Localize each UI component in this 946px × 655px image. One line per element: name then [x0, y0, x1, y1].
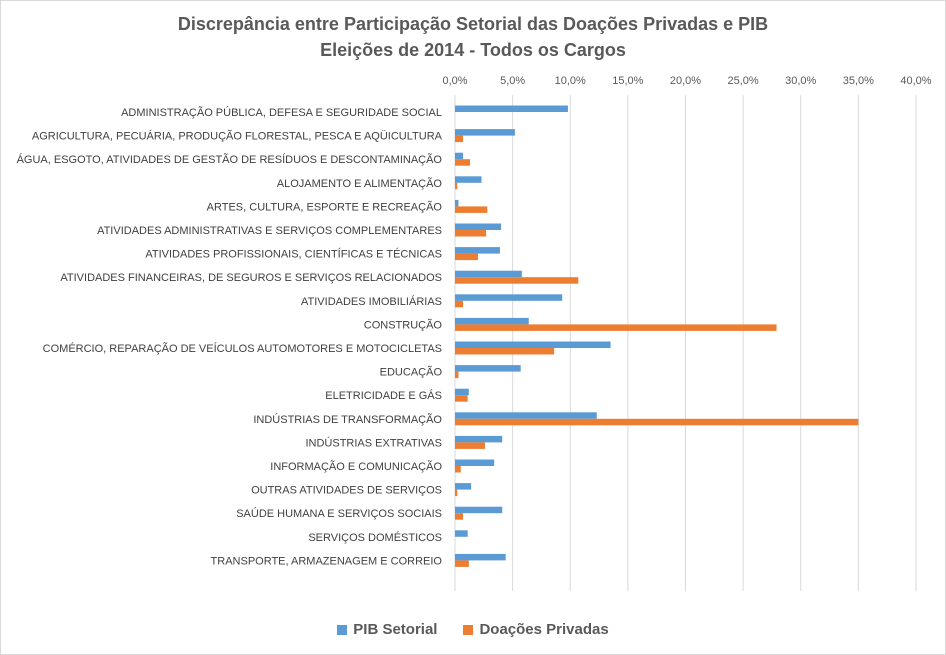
bar-pib [455, 270, 522, 278]
category-label: ALOJAMENTO E ALIMENTAÇÃO [277, 177, 443, 190]
bar-doacoes [455, 418, 859, 426]
bar-doacoes [455, 300, 464, 308]
x-tick-label: 5,0% [500, 75, 525, 87]
bar-pib [455, 365, 521, 372]
category-label: ATIVIDADES FINANCEIRAS, DE SEGUROS E SER… [60, 272, 442, 284]
chart-title: Discrepância entre Participação Setorial… [1, 11, 945, 63]
x-tick-label: 35,0% [843, 75, 874, 87]
category-label: EDUCAÇÃO [380, 366, 443, 379]
bar-doacoes [455, 277, 579, 284]
bar-pib [455, 459, 495, 466]
category-label: INDÚSTRIAS EXTRATIVAS [305, 436, 442, 449]
bar-doacoes [455, 489, 458, 497]
bar-pib [455, 152, 464, 160]
legend-item-doacoes: Doações Privadas [463, 621, 609, 638]
bar-doacoes [455, 324, 777, 331]
bar-doacoes [455, 442, 485, 449]
category-label: CONSTRUÇÃO [364, 318, 443, 331]
bar-pib [455, 553, 506, 561]
bar-doacoes [455, 466, 461, 473]
legend-label-pib: PIB Setorial [353, 621, 438, 638]
bar-doacoes [455, 395, 468, 402]
category-label: INFORMAÇÃO E COMUNICAÇÃO [270, 460, 442, 473]
legend: PIB Setorial Doações Privadas [1, 621, 945, 638]
bar-doacoes [455, 159, 470, 166]
bar-doacoes [455, 371, 459, 379]
chart-title-line-1: Discrepância entre Participação Setorial… [177, 14, 769, 34]
category-label: INDÚSTRIAS DE TRANSFORMAÇÃO [253, 413, 442, 426]
chart-title-line-2: Eleições de 2014 - Todos os Cargos [320, 40, 626, 60]
category-label: ELETRICIDADE E GÁS [325, 389, 442, 402]
bar-doacoes [455, 560, 469, 567]
bar-pib [455, 483, 472, 490]
category-label: ÁGUA, ESGOTO, ATIVIDADES DE GESTÃO DE RE… [17, 153, 443, 166]
x-tick-label: 15,0% [612, 75, 643, 87]
legend-swatch-doacoes [463, 624, 474, 635]
category-label: SERVIÇOS DOMÉSTICOS [308, 531, 442, 544]
category-label: SAÚDE HUMANA E SERVIÇOS SOCIAIS [236, 507, 442, 520]
bar-doacoes [455, 182, 458, 190]
bar-doacoes [455, 230, 487, 237]
category-label: ADMINISTRAÇÃO PÚBLICA, DEFESA E SEGURIDA… [121, 106, 442, 119]
bar-pib [455, 530, 468, 537]
bar-pib [455, 435, 503, 443]
legend-label-doacoes: Doações Privadas [479, 621, 609, 638]
category-label: OUTRAS ATIVIDADES DE SERVIÇOS [251, 485, 442, 497]
legend-item-pib: PIB Setorial [337, 621, 437, 638]
bar-pib [455, 294, 563, 301]
x-tick-label: 0,0% [442, 75, 467, 87]
bar-pib [455, 412, 597, 419]
bar-pib [455, 388, 469, 396]
bar-pib [455, 247, 500, 254]
bar-doacoes [455, 253, 479, 261]
bar-pib [455, 199, 459, 207]
category-label: ATIVIDADES IMOBILIÁRIAS [301, 295, 442, 308]
x-tick-label: 20,0% [670, 75, 701, 87]
bar-doacoes [455, 348, 555, 355]
bar-pib [455, 105, 568, 112]
x-tick-label: 25,0% [728, 75, 759, 87]
bar-doacoes [455, 135, 464, 143]
bar-doacoes [455, 513, 464, 520]
category-label: AGRICULTURA, PECUÁRIA, PRODUÇÃO FLORESTA… [32, 130, 443, 143]
category-label: TRANSPORTE, ARMAZENAGEM E CORREIO [211, 555, 443, 567]
category-label: ATIVIDADES PROFISSIONAIS, CIENTÍFICAS E … [145, 248, 442, 261]
x-tick-label: 10,0% [555, 75, 586, 87]
bar-doacoes [455, 206, 488, 213]
category-label: COMÉRCIO, REPARAÇÃO DE VEÍCULOS AUTOMOTO… [43, 342, 442, 355]
x-tick-label: 40,0% [900, 75, 931, 87]
bar-pib [455, 129, 515, 136]
legend-swatch-pib [337, 624, 348, 635]
bar-pib [455, 317, 529, 325]
bar-pib [455, 506, 503, 514]
bar-pib [455, 176, 482, 183]
x-tick-label: 30,0% [785, 75, 816, 87]
bar-pib [455, 341, 611, 348]
category-label: ATIVIDADES ADMINISTRATIVAS E SERVIÇOS CO… [97, 225, 442, 237]
bar-pib [455, 223, 502, 230]
category-label: ARTES, CULTURA, ESPORTE E RECREAÇÃO [207, 200, 443, 213]
